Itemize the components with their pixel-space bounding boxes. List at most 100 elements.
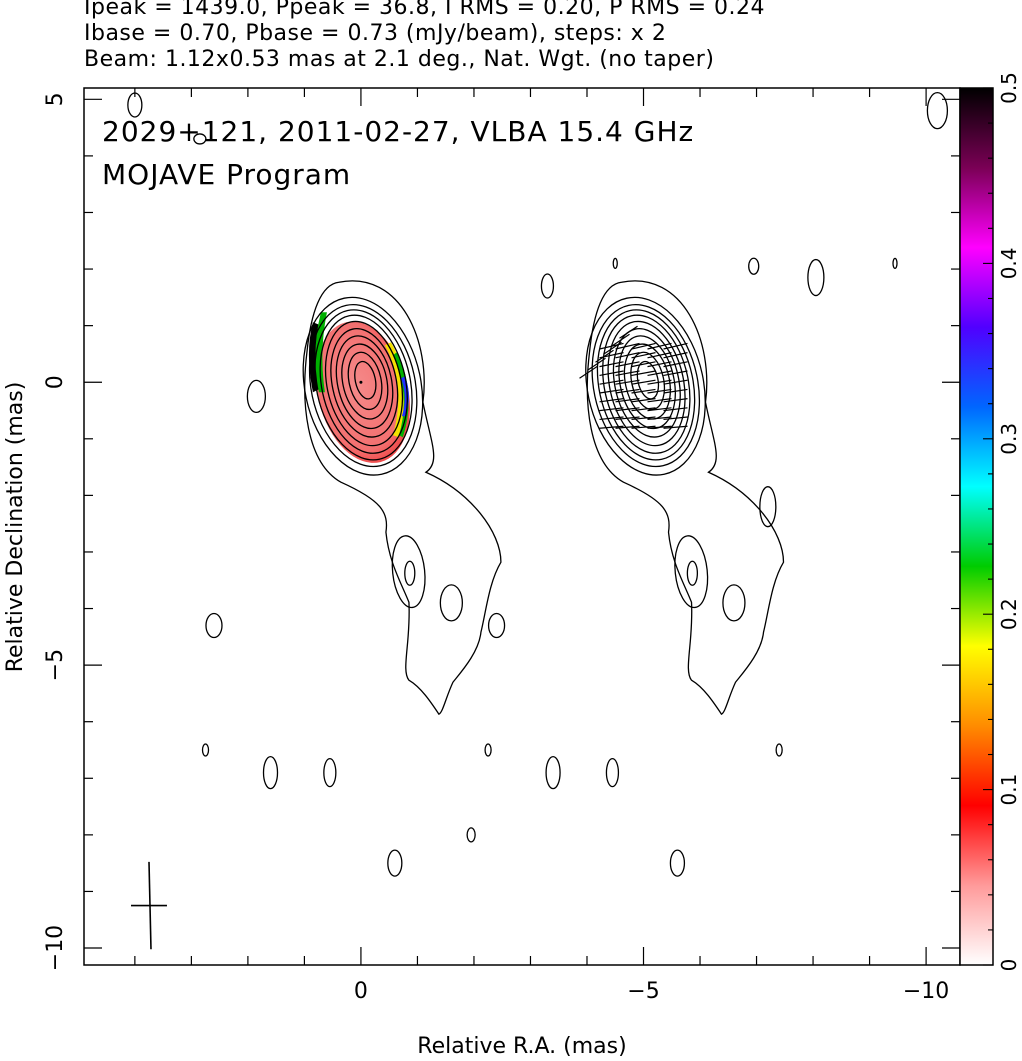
evpa-tick [663,379,688,385]
evpa-tick [663,361,688,368]
evpa-tick [647,416,672,421]
x-tick-label: −10 [903,979,949,1004]
contour-noise-blob [775,743,783,757]
evpa-tick [615,398,640,403]
evpa-tick [663,425,688,429]
evpa-tick [599,407,624,412]
colorbar-tick-label: 0.2 [997,598,1021,630]
contour-core-ring [335,335,394,430]
plot-frame [83,87,961,966]
evpa-tick [599,370,624,377]
y-tick-label: −10 [43,925,68,971]
evpa-tick [647,370,672,377]
contour-noise-blob [540,273,555,299]
pol-core-fill [315,321,410,463]
evpa-tick [599,388,624,394]
contour-noise-blob [193,133,207,145]
evpa-tick [615,361,640,368]
colorbar-frame [959,87,994,966]
beam-marker [131,861,167,950]
contour-noise-blob [323,757,337,788]
contour-noise-blob [466,827,476,843]
evpa-tick [647,342,672,350]
contour-component-inner [686,560,699,586]
y-axis-label: Relative Declination (mas) [3,382,28,673]
evpa-tick [595,349,614,363]
evpa-tick [587,357,606,371]
evpa-tick [663,407,688,412]
evpa-tick [631,370,656,377]
contour-noise-blob [246,379,267,414]
contour-core-ring [324,320,404,447]
evpa-tick [599,379,624,385]
x-axis-label: Relative R.A. (mas) [417,1034,626,1059]
contour-noise-blob [926,91,949,130]
evpa-tick [647,352,672,359]
misc-contours [127,91,949,843]
y-tick-label: −5 [43,649,68,681]
contour-noise-blob [484,743,492,757]
contour-component [722,584,746,622]
evpa-tick [631,379,656,385]
evpa-tick [663,416,688,421]
evpa-tick [663,388,688,394]
header-line-2: Ibase = 0.70, Pbase = 0.73 (mJy/beam), s… [84,21,667,46]
plot-title: 2029+121, 2011-02-27, VLBA 15.4 GHz [102,115,694,148]
contour-core-ring [341,343,389,420]
contour-core-ring [302,296,424,476]
evpa-tick [663,370,688,377]
contour-core-ring [602,314,691,454]
x-tick-label: 0 [354,979,368,1004]
contour-noise-blob [201,743,210,757]
colorbar-tick-label: 0 [997,959,1021,972]
colorbar-tick-label: 0.3 [997,423,1021,455]
evpa-tick [599,425,624,429]
contour-core-ring [319,314,408,454]
contour-core-ring [585,296,706,476]
contour-core-ring [612,328,681,438]
plot-subtitle: MOJAVE Program [102,158,351,191]
contour-noise-blob [807,258,825,297]
evpa-tick [615,370,640,377]
evpa-tick [615,388,640,394]
evpa-tick [603,341,622,355]
x-tick-label: −5 [627,979,659,1004]
evpa-tick [615,407,640,412]
contour-noise-blob [892,257,898,270]
contour-noise-blob [612,257,618,270]
contour-core-ring [347,351,383,411]
colorbar-ticks [983,87,993,966]
contour-noise-blob [205,612,223,639]
colorbar-tick-label: 0.1 [997,774,1021,806]
evpa-tick [615,342,640,350]
y-tick-label: 5 [43,92,68,106]
evpa-tick [579,365,598,379]
colorbar-tick-label: 0.5 [997,72,1021,104]
left-contour-set [201,280,502,877]
evpa-tick [631,361,656,368]
contour-component-inner [404,560,416,586]
contour-core-ring [330,328,399,438]
evpa-tick [663,398,688,403]
y-tick-label: 0 [43,375,68,389]
evpa-tick [615,379,640,385]
evpa-tick [631,425,656,429]
evpa-tick [615,352,640,359]
evpa-tick [647,388,672,394]
core-marker [359,380,363,384]
evpa-tick [599,398,624,403]
contour-outer [586,280,785,716]
evpa-tick [631,407,656,412]
evpa-tick [631,416,656,421]
contour-noise-blob [605,757,620,788]
evpa-tick [599,361,624,368]
contour-core-ring [618,335,676,430]
evpa-tick [631,352,656,359]
contour-core-ring [591,303,701,468]
contour-noise-blob [262,755,279,790]
contour-core-ring [314,309,413,461]
contour-core-ring [308,303,418,468]
contour-noise-blob [545,755,561,790]
evpa-tick [647,425,672,429]
